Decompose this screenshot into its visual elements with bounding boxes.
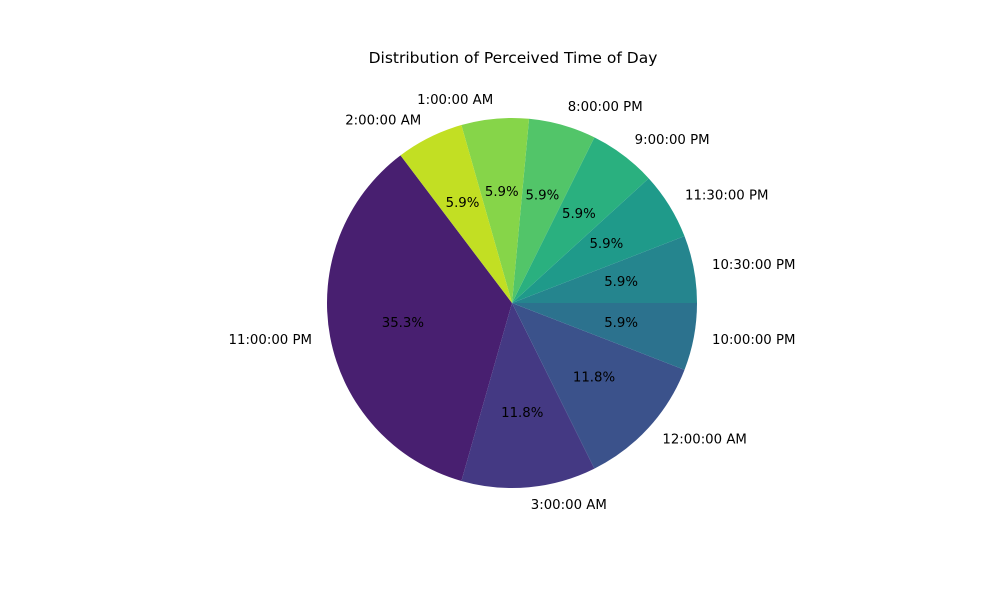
slice-label: 1:00:00 AM bbox=[417, 93, 493, 108]
slices-layer bbox=[327, 117, 697, 488]
slice-percentage-label: 5.9% bbox=[604, 275, 638, 290]
slice-label: 10:00:00 PM bbox=[712, 333, 795, 348]
labels-layer: 11:00:00 PM 35.3% 3:00:00 AM 11.8% 12:00:00 … bbox=[229, 93, 796, 513]
slice-percentage-label: 35.3% bbox=[382, 316, 424, 331]
pie-slice bbox=[461, 117, 530, 303]
pie-slice bbox=[400, 125, 512, 303]
pie-slice bbox=[512, 137, 649, 303]
slice-percentage-label: 5.9% bbox=[589, 237, 623, 252]
pie-slice bbox=[512, 303, 685, 469]
slice-label: 11:30:00 PM bbox=[685, 188, 768, 203]
slice-percentage-label: 5.9% bbox=[485, 185, 519, 200]
pie-slice bbox=[512, 303, 697, 370]
slice-label: 10:30:00 PM bbox=[712, 258, 795, 273]
chart-title: Distribution of Perceived Time of Day bbox=[369, 49, 658, 67]
slice-label: 3:00:00 AM bbox=[531, 498, 607, 513]
slice-percentage-label: 11.8% bbox=[501, 406, 543, 421]
slice-label: 9:00:00 PM bbox=[635, 133, 710, 148]
pie-slice bbox=[461, 303, 595, 488]
slice-percentage-label: 5.9% bbox=[562, 207, 596, 222]
slice-label: 12:00:00 AM bbox=[662, 433, 747, 448]
slice-label: 2:00:00 AM bbox=[345, 113, 421, 128]
pie-slice bbox=[512, 118, 595, 303]
slice-percentage-label: 5.9% bbox=[525, 189, 559, 204]
slice-percentage-label: 11.8% bbox=[573, 370, 615, 385]
pie-slice bbox=[512, 236, 697, 303]
slice-percentage-label: 5.9% bbox=[446, 196, 480, 211]
slice-label: 11:00:00 PM bbox=[229, 333, 312, 348]
pie-slice bbox=[327, 155, 512, 481]
slice-percentage-label: 5.9% bbox=[604, 316, 638, 331]
slice-label: 8:00:00 PM bbox=[568, 100, 643, 115]
pie-slice bbox=[512, 178, 685, 303]
